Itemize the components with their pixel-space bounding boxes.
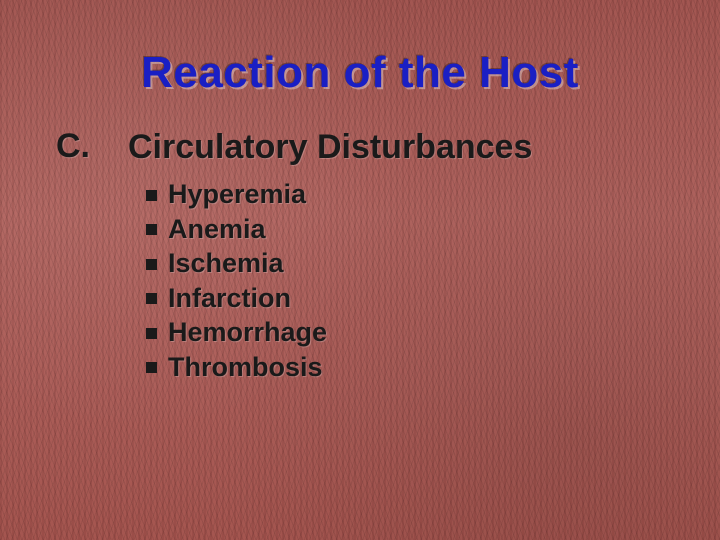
section-body: Circulatory Disturbances Hyperemia Anemi… (128, 128, 670, 384)
section-letter: C. (56, 128, 104, 165)
bullet-list: Hyperemia Anemia Ischemia Infarction Hem… (128, 177, 670, 384)
list-item: Hemorrhage (146, 315, 670, 350)
list-item: Ischemia (146, 246, 670, 281)
section-heading: Circulatory Disturbances (128, 128, 670, 167)
list-item: Anemia (146, 212, 670, 247)
list-item: Infarction (146, 281, 670, 316)
slide-title: Reaction of the Host (50, 48, 670, 98)
list-item: Hyperemia (146, 177, 670, 212)
section-row: C. Circulatory Disturbances Hyperemia An… (50, 128, 670, 384)
list-item: Thrombosis (146, 350, 670, 385)
slide-content: Reaction of the Host C. Circulatory Dist… (0, 0, 720, 540)
